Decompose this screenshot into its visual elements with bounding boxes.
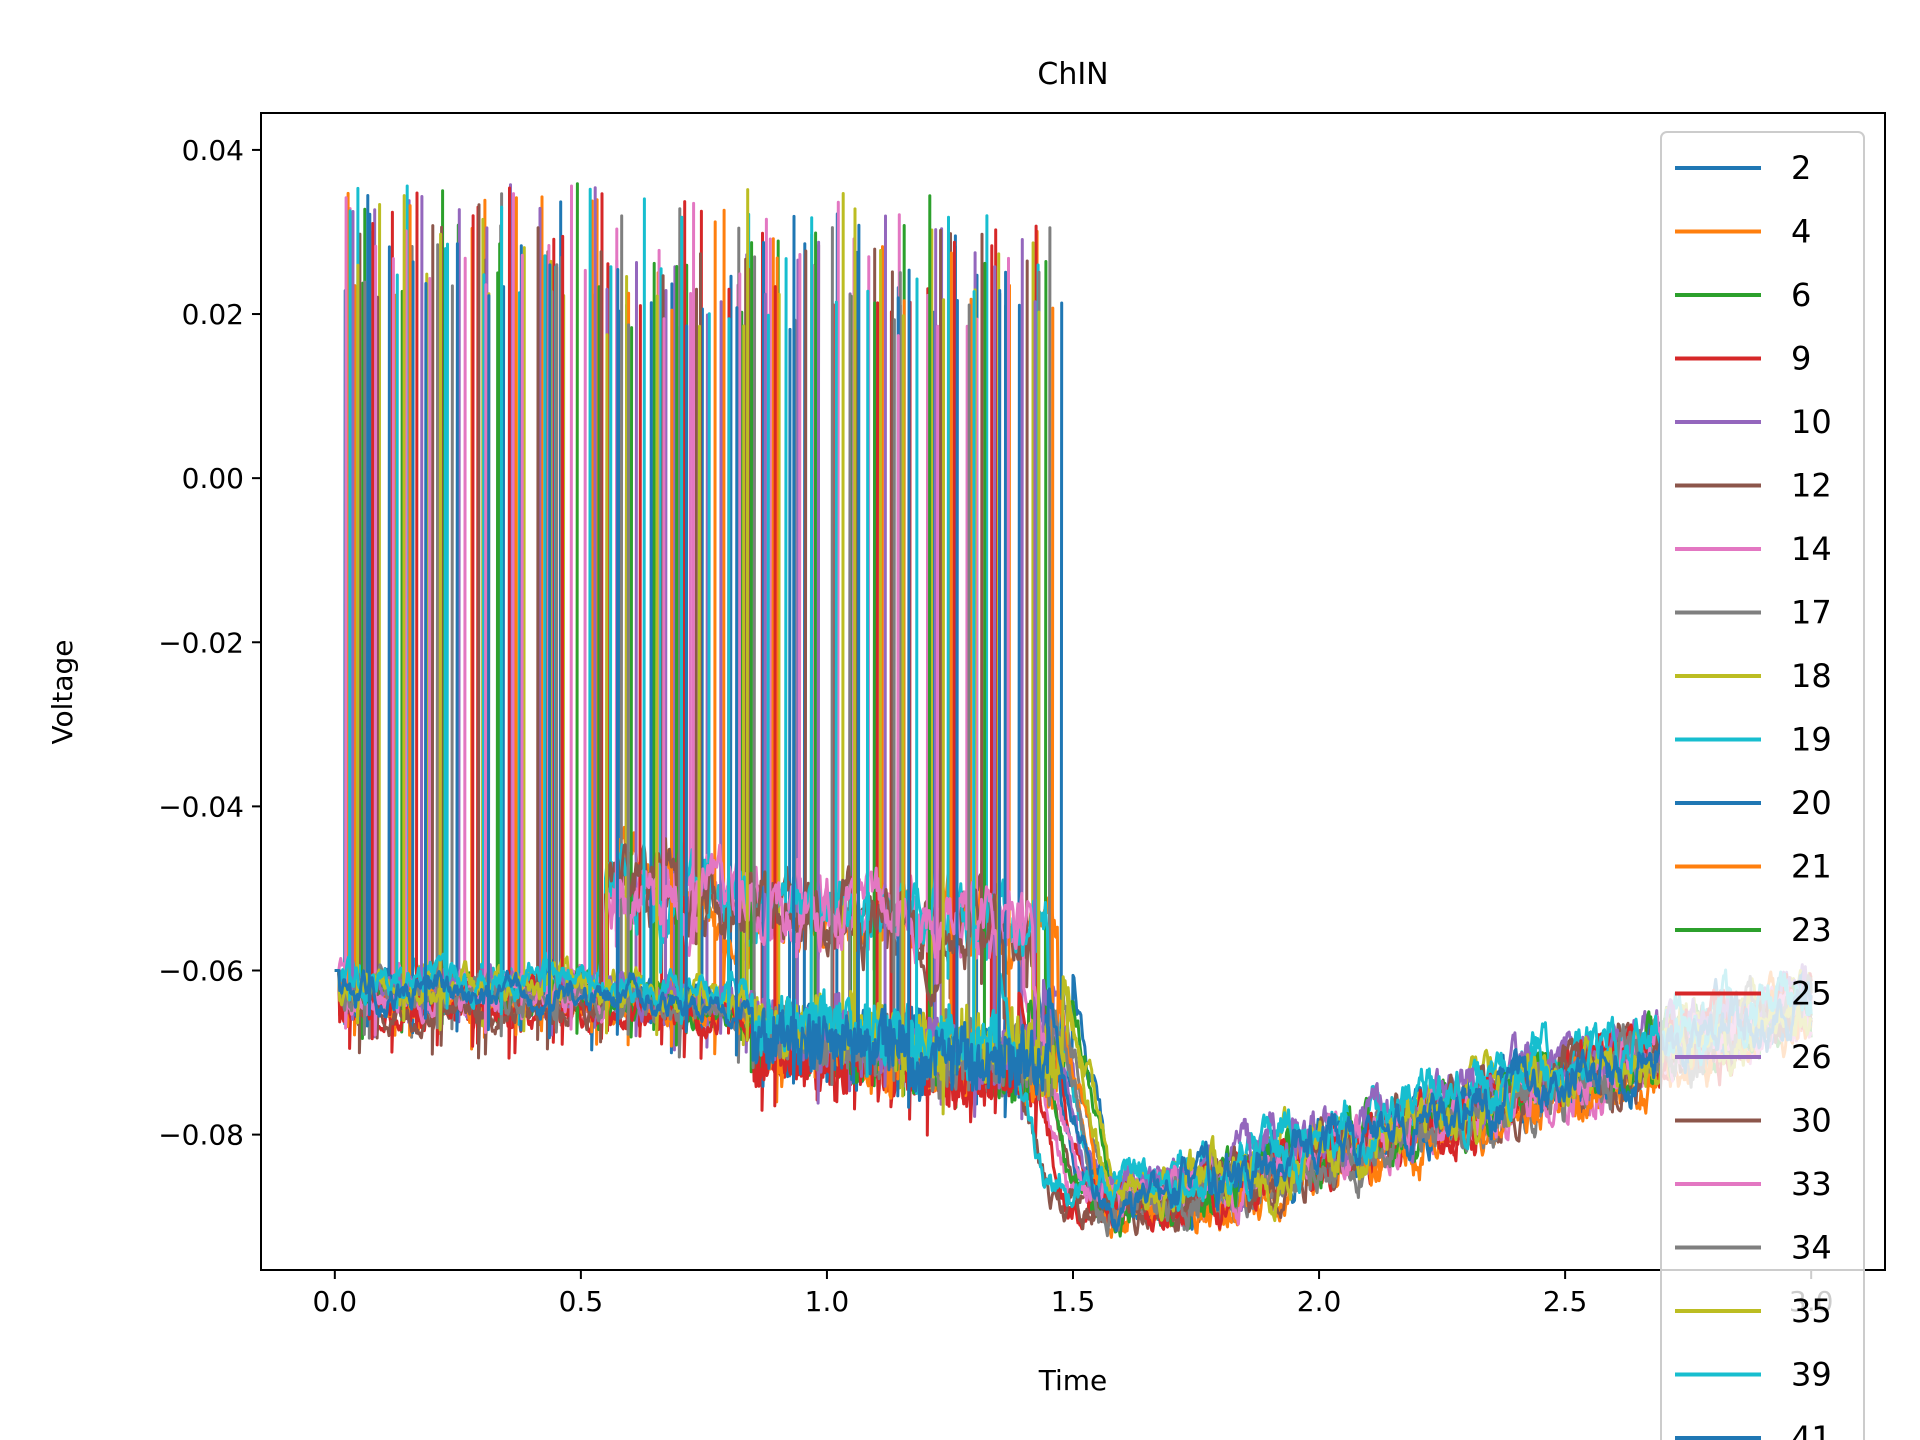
x-axis: 0.00.51.01.52.02.53.0 <box>313 1270 1833 1318</box>
x-axis-label: Time <box>1038 1364 1108 1397</box>
y-tick-label: −0.08 <box>158 1119 244 1152</box>
x-tick-label: 0.0 <box>313 1285 358 1318</box>
legend-label-41: 41 <box>1791 1419 1832 1440</box>
legend-label-9: 9 <box>1791 340 1811 378</box>
legend: 2 4 6 9 10 12 14 17 18 19 20 21 23 25 26 30 33 34 35 39 41 <box>1660 131 1865 1440</box>
series-line-35 <box>334 188 1813 1223</box>
legend-label-20: 20 <box>1791 784 1832 822</box>
legend-label-4: 4 <box>1791 213 1811 251</box>
legend-label-2: 2 <box>1791 149 1811 187</box>
legend-label-18: 18 <box>1791 657 1832 695</box>
legend-box <box>1660 131 1865 1440</box>
legend-label-33: 33 <box>1791 1165 1832 1203</box>
legend-label-39: 39 <box>1791 1356 1832 1394</box>
series-line-41 <box>334 212 1813 1233</box>
chart-title: ChIN <box>1037 57 1108 92</box>
legend-label-21: 21 <box>1791 848 1832 886</box>
y-tick-label: −0.04 <box>158 790 244 823</box>
x-tick-label: 1.0 <box>805 1285 850 1318</box>
plot-area <box>260 112 1886 1271</box>
legend-label-25: 25 <box>1791 975 1832 1013</box>
y-axis: 0.04 0.02 0.00 −0.02 −0.04 −0.06 −0.08 <box>158 134 261 1152</box>
legend-label-34: 34 <box>1791 1229 1832 1267</box>
series-layer <box>334 182 1813 1239</box>
legend-label-6: 6 <box>1791 276 1811 314</box>
legend-label-30: 30 <box>1791 1102 1832 1140</box>
legend-label-19: 19 <box>1791 721 1832 759</box>
y-axis-label: Voltage <box>46 639 79 744</box>
legend-label-35: 35 <box>1791 1292 1832 1330</box>
x-tick-label: 2.5 <box>1543 1285 1588 1318</box>
legend-label-26: 26 <box>1791 1038 1832 1076</box>
legend-label-17: 17 <box>1791 594 1832 632</box>
x-tick-label: 1.5 <box>1051 1285 1096 1318</box>
x-tick-label: 2.0 <box>1297 1285 1342 1318</box>
y-tick-label: 0.02 <box>182 298 244 331</box>
y-tick-label: −0.06 <box>158 954 244 987</box>
legend-label-10: 10 <box>1791 403 1832 441</box>
legend-label-14: 14 <box>1791 530 1832 568</box>
y-tick-label: 0.04 <box>182 134 244 167</box>
y-tick-label: 0.00 <box>182 462 244 495</box>
legend-label-12: 12 <box>1791 467 1832 505</box>
series-line-39 <box>334 187 1813 1212</box>
legend-label-23: 23 <box>1791 911 1832 949</box>
y-tick-label: −0.02 <box>158 626 244 659</box>
x-tick-label: 0.5 <box>559 1285 604 1318</box>
